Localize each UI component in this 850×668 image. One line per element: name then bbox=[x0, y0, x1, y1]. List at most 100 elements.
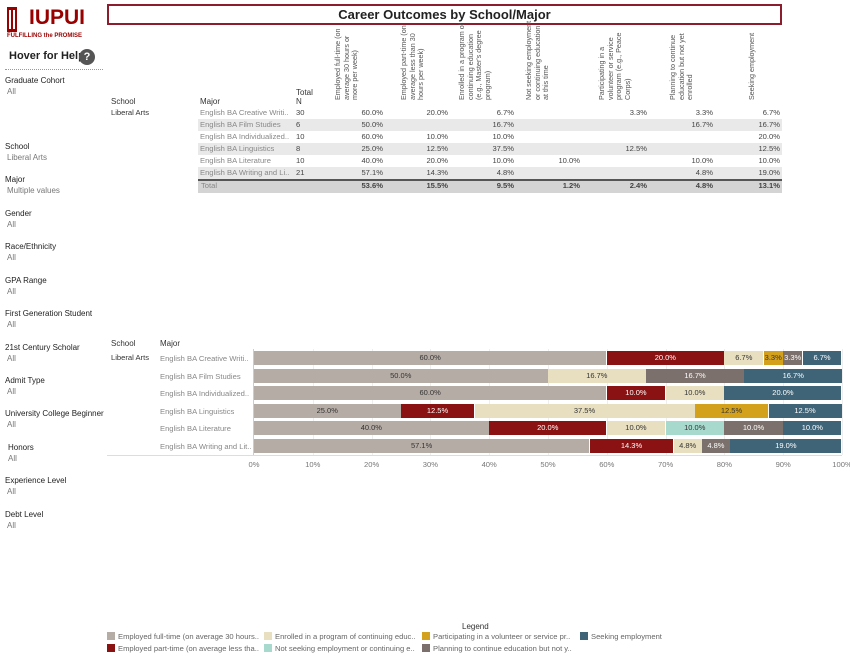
table-major-cell: English BA Individualized.. bbox=[200, 132, 290, 141]
table-header-major: Major bbox=[200, 97, 221, 106]
bar-segment[interactable]: 16.7% bbox=[744, 369, 843, 383]
bar-data-label: 3.3% bbox=[784, 353, 802, 362]
legend-swatch bbox=[107, 644, 115, 652]
bar-segment[interactable]: 3.3% bbox=[783, 351, 803, 365]
column-header-5: Participating in a volunteer or service … bbox=[597, 32, 632, 100]
bar-segment[interactable]: 20.0% bbox=[606, 351, 724, 365]
table-total-cell: 13.1% bbox=[758, 181, 780, 190]
legend-item[interactable]: Planning to continue education but not y… bbox=[422, 644, 572, 653]
legend-label: Seeking employment bbox=[591, 632, 662, 641]
table-value-cell: 10.0% bbox=[691, 156, 713, 165]
legend-label: Planning to continue education but not y… bbox=[433, 644, 572, 653]
filter-value-university-college-beginner[interactable]: All bbox=[7, 420, 16, 429]
legend-item[interactable]: Employed part-time (on average less tha.… bbox=[107, 644, 259, 653]
table-value-cell: 16.7% bbox=[691, 120, 713, 129]
legend-item[interactable]: Participating in a volunteer or service … bbox=[422, 632, 570, 641]
bar-segment[interactable]: 4.8% bbox=[702, 439, 730, 453]
bar-segment[interactable]: 10.0% bbox=[724, 421, 783, 435]
bar-segment[interactable]: 3.3% bbox=[763, 351, 783, 365]
chart-gridline bbox=[842, 349, 843, 455]
help-icon[interactable]: ? bbox=[79, 49, 95, 65]
x-tick-label: 20% bbox=[363, 460, 380, 469]
bar-segment[interactable]: 50.0% bbox=[254, 369, 548, 383]
x-tick-label: 90% bbox=[775, 460, 791, 469]
bar-data-label: 10.0% bbox=[625, 423, 647, 432]
legend-item[interactable]: Seeking employment bbox=[580, 632, 662, 641]
bar-segment[interactable]: 10.0% bbox=[606, 421, 666, 435]
bar-segment[interactable]: 12.5% bbox=[768, 404, 842, 418]
bar-segment[interactable]: 25.0% bbox=[254, 404, 401, 418]
filter-value-21st-century-scholar[interactable]: All bbox=[7, 354, 16, 363]
bar-data-label: 16.7% bbox=[782, 371, 804, 380]
filter-value-school[interactable]: Liberal Arts bbox=[7, 153, 48, 162]
table-value-cell: 40.0% bbox=[361, 156, 383, 165]
bar-data-label: 20.0% bbox=[654, 353, 676, 362]
bar-segment[interactable]: 10.0% bbox=[783, 421, 842, 435]
bar-segment[interactable]: 16.7% bbox=[548, 369, 646, 383]
table-major-cell: English BA Film Studies bbox=[200, 120, 281, 129]
table-row-band bbox=[198, 167, 782, 179]
bar-data-label: 12.5% bbox=[720, 406, 743, 415]
table-total-cell: 1.2% bbox=[562, 181, 580, 190]
bar-segment[interactable]: 10.0% bbox=[665, 386, 724, 400]
table-value-cell: 6.7% bbox=[496, 108, 514, 117]
filter-value-admit-type[interactable]: All bbox=[7, 387, 16, 396]
legend-item[interactable]: Enrolled in a program of continuing educ… bbox=[264, 632, 416, 641]
bar-segment[interactable]: 16.7% bbox=[646, 369, 744, 383]
filter-value-graduate-cohort[interactable]: All bbox=[7, 87, 16, 96]
filter-value-major[interactable]: Multiple values bbox=[7, 186, 60, 195]
chart-gridline bbox=[371, 349, 373, 455]
bar-segment[interactable]: 40.0% bbox=[254, 421, 489, 435]
chart-category-label: English BA Literature bbox=[160, 424, 231, 433]
bar-segment[interactable]: 6.7% bbox=[802, 351, 842, 365]
bar-segment[interactable]: 60.0% bbox=[254, 386, 607, 400]
table-value-cell: 10.0% bbox=[426, 132, 448, 141]
x-tick-label: 50% bbox=[540, 460, 556, 469]
bar-segment[interactable]: 10.0% bbox=[606, 386, 666, 400]
chart-gridline bbox=[724, 349, 726, 455]
filter-value-first-generation-student[interactable]: All bbox=[7, 320, 16, 329]
bar-segment[interactable]: 4.8% bbox=[673, 439, 702, 453]
bar-segment[interactable]: 6.7% bbox=[724, 351, 764, 365]
filter-value-gender[interactable]: All bbox=[7, 220, 16, 229]
table-value-cell: 6.7% bbox=[762, 108, 780, 117]
table-value-cell: 19.0% bbox=[758, 168, 780, 177]
bar-segment[interactable]: 10.0% bbox=[665, 421, 724, 435]
table-value-cell: 20.0% bbox=[758, 132, 780, 141]
bar-data-label: 25.0% bbox=[316, 406, 338, 415]
filter-value-honors[interactable]: All bbox=[8, 454, 17, 463]
filter-value-race-ethnicity[interactable]: All bbox=[7, 253, 16, 262]
x-tick-label: 40% bbox=[481, 460, 497, 469]
table-n-cell: 10 bbox=[296, 132, 305, 141]
bar-segment[interactable]: 20.0% bbox=[489, 421, 607, 435]
bar-segment[interactable]: 19.0% bbox=[730, 439, 842, 453]
x-tick-label: 10% bbox=[305, 460, 321, 469]
bar-segment[interactable]: 57.1% bbox=[254, 439, 590, 453]
legend-item[interactable]: Employed full-time (on average 30 hours.… bbox=[107, 632, 259, 641]
legend-label: Employed full-time (on average 30 hours.… bbox=[118, 632, 259, 641]
bar-segment[interactable]: 37.5% bbox=[474, 404, 695, 418]
bar-segment[interactable]: 60.0% bbox=[254, 351, 607, 365]
bar-segment[interactable]: 12.5% bbox=[401, 404, 474, 418]
column-header-7: Seeking employment bbox=[747, 32, 756, 100]
bar-segment[interactable]: 20.0% bbox=[724, 386, 842, 400]
bar-data-label: 10.0% bbox=[684, 423, 706, 432]
bar-data-label: 20.0% bbox=[537, 423, 559, 432]
bar-data-label: 20.0% bbox=[772, 388, 794, 397]
table-header-school: School bbox=[111, 97, 136, 106]
logo-tagline: FULFILLING the PROMISE bbox=[7, 33, 82, 39]
legend-swatch bbox=[580, 632, 588, 640]
chart-category-label: English BA Creative Writi.. bbox=[160, 354, 249, 363]
filter-value-experience-level[interactable]: All bbox=[7, 487, 16, 496]
legend-title: Legend bbox=[462, 622, 489, 631]
bar-segment[interactable]: 12.5% bbox=[695, 404, 768, 418]
filter-label-graduate-cohort: Graduate Cohort bbox=[5, 76, 65, 85]
legend-item[interactable]: Not seeking employment or continuing e.. bbox=[264, 644, 415, 653]
x-tick-label: 100% bbox=[832, 460, 850, 469]
table-total-label: Total bbox=[201, 181, 218, 190]
filter-value-gpa-range[interactable]: All bbox=[7, 287, 16, 296]
table-major-cell: English BA Literature bbox=[200, 156, 271, 165]
bar-segment[interactable]: 14.3% bbox=[589, 439, 674, 453]
table-total-cell: 53.6% bbox=[361, 181, 383, 190]
filter-value-debt-level[interactable]: All bbox=[7, 521, 16, 530]
